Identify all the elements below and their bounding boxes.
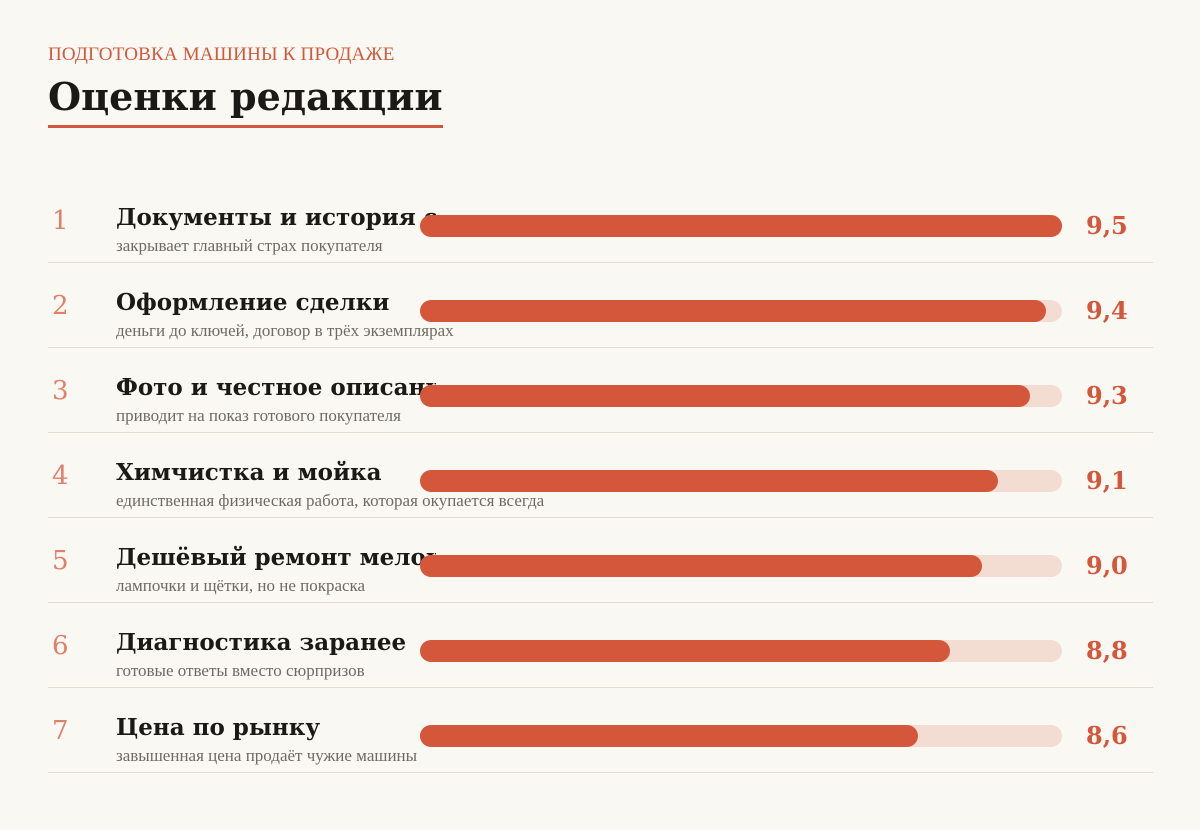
page-title: Оценки редакции: [48, 74, 443, 128]
rating-row: 6 Диагностика заранее готовые ответы вмест…: [48, 603, 1153, 688]
category-subtitle: закрывает главный страх покупателя: [116, 236, 383, 255]
bar: [420, 215, 1062, 237]
value-label: 9,0: [1086, 551, 1128, 580]
rating-row: 5 Дешёвый ремонт мелочей лампочки и щётки,…: [48, 518, 1153, 603]
bar: [420, 725, 918, 747]
rank-number: 3: [52, 376, 69, 406]
rank-number: 4: [52, 461, 69, 491]
ratings-chart: 1 Документы и история обслуживания закрыва…: [48, 178, 1153, 773]
rank-number: 2: [52, 291, 69, 321]
rank-number: 1: [52, 206, 69, 236]
rank-number: 6: [52, 631, 69, 661]
bar: [420, 470, 998, 492]
category-label: Цена по рынку: [116, 714, 321, 741]
category-label: Оформление сделки: [116, 289, 390, 316]
category-subtitle: единственная физическая работа, которая …: [116, 491, 545, 510]
category-label: Диагностика заранее: [116, 629, 407, 656]
bar-track: [420, 215, 1062, 237]
value-label: 9,5: [1086, 211, 1128, 240]
rating-row: 3 Фото и честное описание приводит на пока…: [48, 348, 1153, 433]
rank-number: 7: [52, 716, 69, 746]
bar: [420, 385, 1030, 407]
category-subtitle: деньги до ключей, договор в трёх экземпл…: [116, 321, 454, 340]
category-label: Документы и история обслуживания: [116, 204, 436, 231]
category-subtitle: завышенная цена продаёт чужие машины: [116, 746, 418, 765]
bar-track: [420, 385, 1062, 407]
rating-row: 4 Химчистка и мойка единственная физическа…: [48, 433, 1153, 518]
value-label: 9,3: [1086, 381, 1128, 410]
value-label: 8,8: [1086, 636, 1128, 665]
category-label: Фото и честное описание: [116, 374, 436, 401]
value-label: 9,1: [1086, 466, 1128, 495]
bar-track: [420, 470, 1062, 492]
category-label: Дешёвый ремонт мелочей: [116, 544, 436, 571]
bar: [420, 640, 950, 662]
rating-row: 7 Цена по рынку завышенная цена продаёт чу…: [48, 688, 1153, 773]
rating-row: 2 Оформление сделки деньги до ключей, дого…: [48, 263, 1153, 348]
category-subtitle: лампочки и щётки, но не покраска: [116, 576, 366, 595]
value-label: 8,6: [1086, 721, 1128, 750]
bar-track: [420, 725, 1062, 747]
bar-track: [420, 300, 1062, 322]
bar: [420, 300, 1046, 322]
kicker: ПОДГОТОВКА МАШИНЫ К ПРОДАЖЕ: [48, 44, 395, 65]
rank-number: 5: [52, 546, 69, 576]
bar-track: [420, 555, 1062, 577]
category-subtitle: готовые ответы вместо сюрпризов: [116, 661, 365, 680]
category-label: Химчистка и мойка: [116, 459, 382, 486]
category-subtitle: приводит на показ готового покупателя: [116, 406, 401, 425]
value-label: 9,4: [1086, 296, 1128, 325]
bar: [420, 555, 982, 577]
bar-track: [420, 640, 1062, 662]
rating-row: 1 Документы и история обслуживания закрыва…: [48, 178, 1153, 263]
